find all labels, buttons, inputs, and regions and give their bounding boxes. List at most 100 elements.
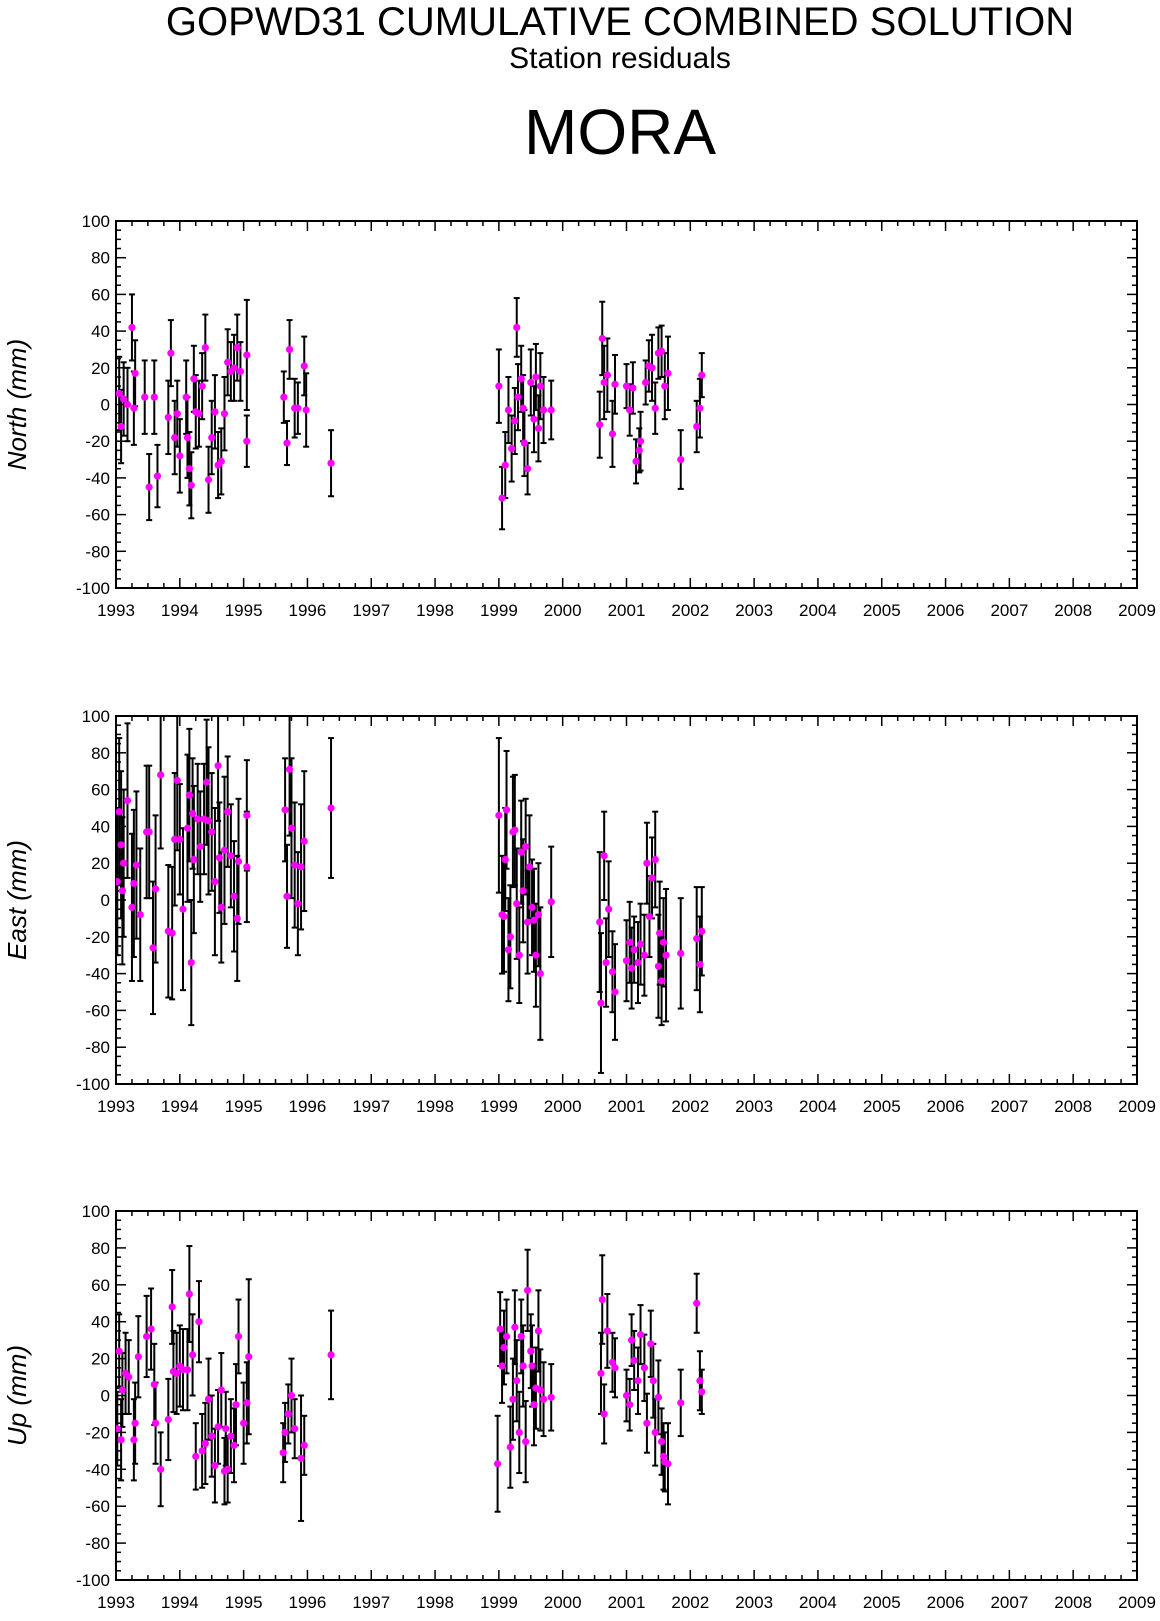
y-tick-label: 60	[91, 781, 110, 800]
y-tick-label: 60	[91, 1276, 110, 1295]
data-point	[211, 878, 219, 886]
data-point	[214, 762, 222, 770]
y-tick-label: 0	[101, 396, 110, 415]
data-point	[654, 1393, 663, 1401]
x-tick-label: 2002	[671, 601, 709, 620]
data-point	[628, 1336, 636, 1344]
data-point	[185, 791, 193, 799]
x-tick-label: 2007	[990, 601, 1028, 620]
data-point	[179, 905, 187, 913]
x-tick-label: 2009	[1118, 1593, 1156, 1612]
x-tick-label: 1994	[161, 1593, 199, 1612]
data-point	[201, 344, 209, 352]
x-tick-label: 1994	[161, 601, 199, 620]
data-point	[664, 369, 672, 377]
x-tick-label: 1997	[352, 1593, 390, 1612]
x-tick-label: 1993	[97, 601, 135, 620]
y-tick-label: -20	[85, 928, 110, 947]
data-point	[519, 1362, 527, 1370]
data-point	[302, 406, 310, 414]
data-point	[327, 459, 335, 467]
data-point	[502, 806, 511, 814]
data-point	[643, 859, 651, 867]
data-point	[294, 404, 302, 412]
data-point	[120, 395, 128, 403]
data-point	[185, 465, 193, 473]
data-point	[118, 887, 126, 895]
data-point	[188, 1351, 197, 1359]
data-point	[150, 393, 158, 401]
data-point	[283, 892, 291, 900]
y-tick-label: 40	[91, 1313, 110, 1332]
x-tick-label: 1993	[97, 1097, 135, 1116]
y-tick-label: 80	[91, 249, 110, 268]
data-point	[131, 1419, 139, 1427]
x-tick-label: 2000	[544, 1097, 582, 1116]
panel-up: 100 80 60 40 20 0 -20 -40 -60 -80 -100 1993 1994 1995…	[2, 1202, 1156, 1612]
data-point	[227, 1432, 235, 1440]
data-point	[194, 815, 202, 823]
data-point	[245, 1353, 253, 1361]
x-tick-label: 2008	[1054, 601, 1092, 620]
x-tick-label: 1993	[97, 1593, 135, 1612]
data-point	[530, 916, 538, 924]
x-tick-label: 2004	[799, 1097, 837, 1116]
data-point	[598, 334, 606, 343]
data-point	[145, 828, 153, 836]
data-point	[501, 461, 509, 469]
data-point	[498, 494, 506, 502]
data-point	[157, 1465, 165, 1473]
data-point	[131, 369, 139, 377]
data-point	[284, 1410, 292, 1418]
data-point	[300, 837, 308, 845]
data-point	[509, 1395, 517, 1403]
x-tick-label: 2001	[608, 1097, 646, 1116]
data-point	[504, 946, 513, 954]
data-point	[224, 808, 232, 816]
data-point	[187, 958, 195, 967]
data-point	[243, 811, 251, 819]
data-point	[677, 949, 685, 957]
data-point	[230, 892, 238, 900]
data-point	[600, 1410, 608, 1418]
data-point	[648, 364, 656, 372]
data-point	[651, 855, 659, 864]
data-point	[693, 1299, 701, 1307]
data-point	[515, 1428, 523, 1436]
data-point	[182, 393, 190, 401]
data-point	[157, 771, 165, 779]
x-tick-label: 2008	[1054, 1593, 1092, 1612]
x-tick-label: 2006	[927, 1593, 965, 1612]
data-point	[116, 808, 123, 816]
data-point	[167, 349, 175, 357]
data-point	[635, 446, 643, 454]
data-point	[626, 938, 634, 946]
data-point	[224, 1465, 232, 1473]
data-point	[547, 406, 555, 414]
data-point	[297, 863, 305, 871]
data-point	[608, 968, 617, 976]
data-point	[515, 951, 523, 959]
data-point	[116, 1347, 123, 1355]
x-tick-label: 2003	[735, 1097, 773, 1116]
data-point	[294, 900, 302, 908]
data-point	[693, 422, 701, 431]
data-point	[514, 393, 522, 401]
data-point	[230, 364, 238, 372]
chart-title: GOPWD31 CUMULATIVE COMBINED SOLUTION	[165, 0, 1075, 44]
x-tick-label: 1996	[289, 1097, 327, 1116]
data-point	[145, 483, 153, 491]
data-point	[608, 1358, 617, 1366]
y-tick-label: -20	[85, 432, 110, 451]
x-tick-label: 2005	[863, 601, 901, 620]
data-point	[153, 472, 162, 480]
y-tick-label: 40	[91, 322, 110, 341]
data-point	[287, 824, 296, 832]
data-point	[243, 863, 251, 871]
data-point	[640, 1364, 648, 1372]
y-tick-label: -20	[85, 1423, 110, 1442]
data-point	[648, 874, 656, 882]
x-tick-label: 1995	[225, 601, 263, 620]
data-point	[517, 375, 525, 383]
